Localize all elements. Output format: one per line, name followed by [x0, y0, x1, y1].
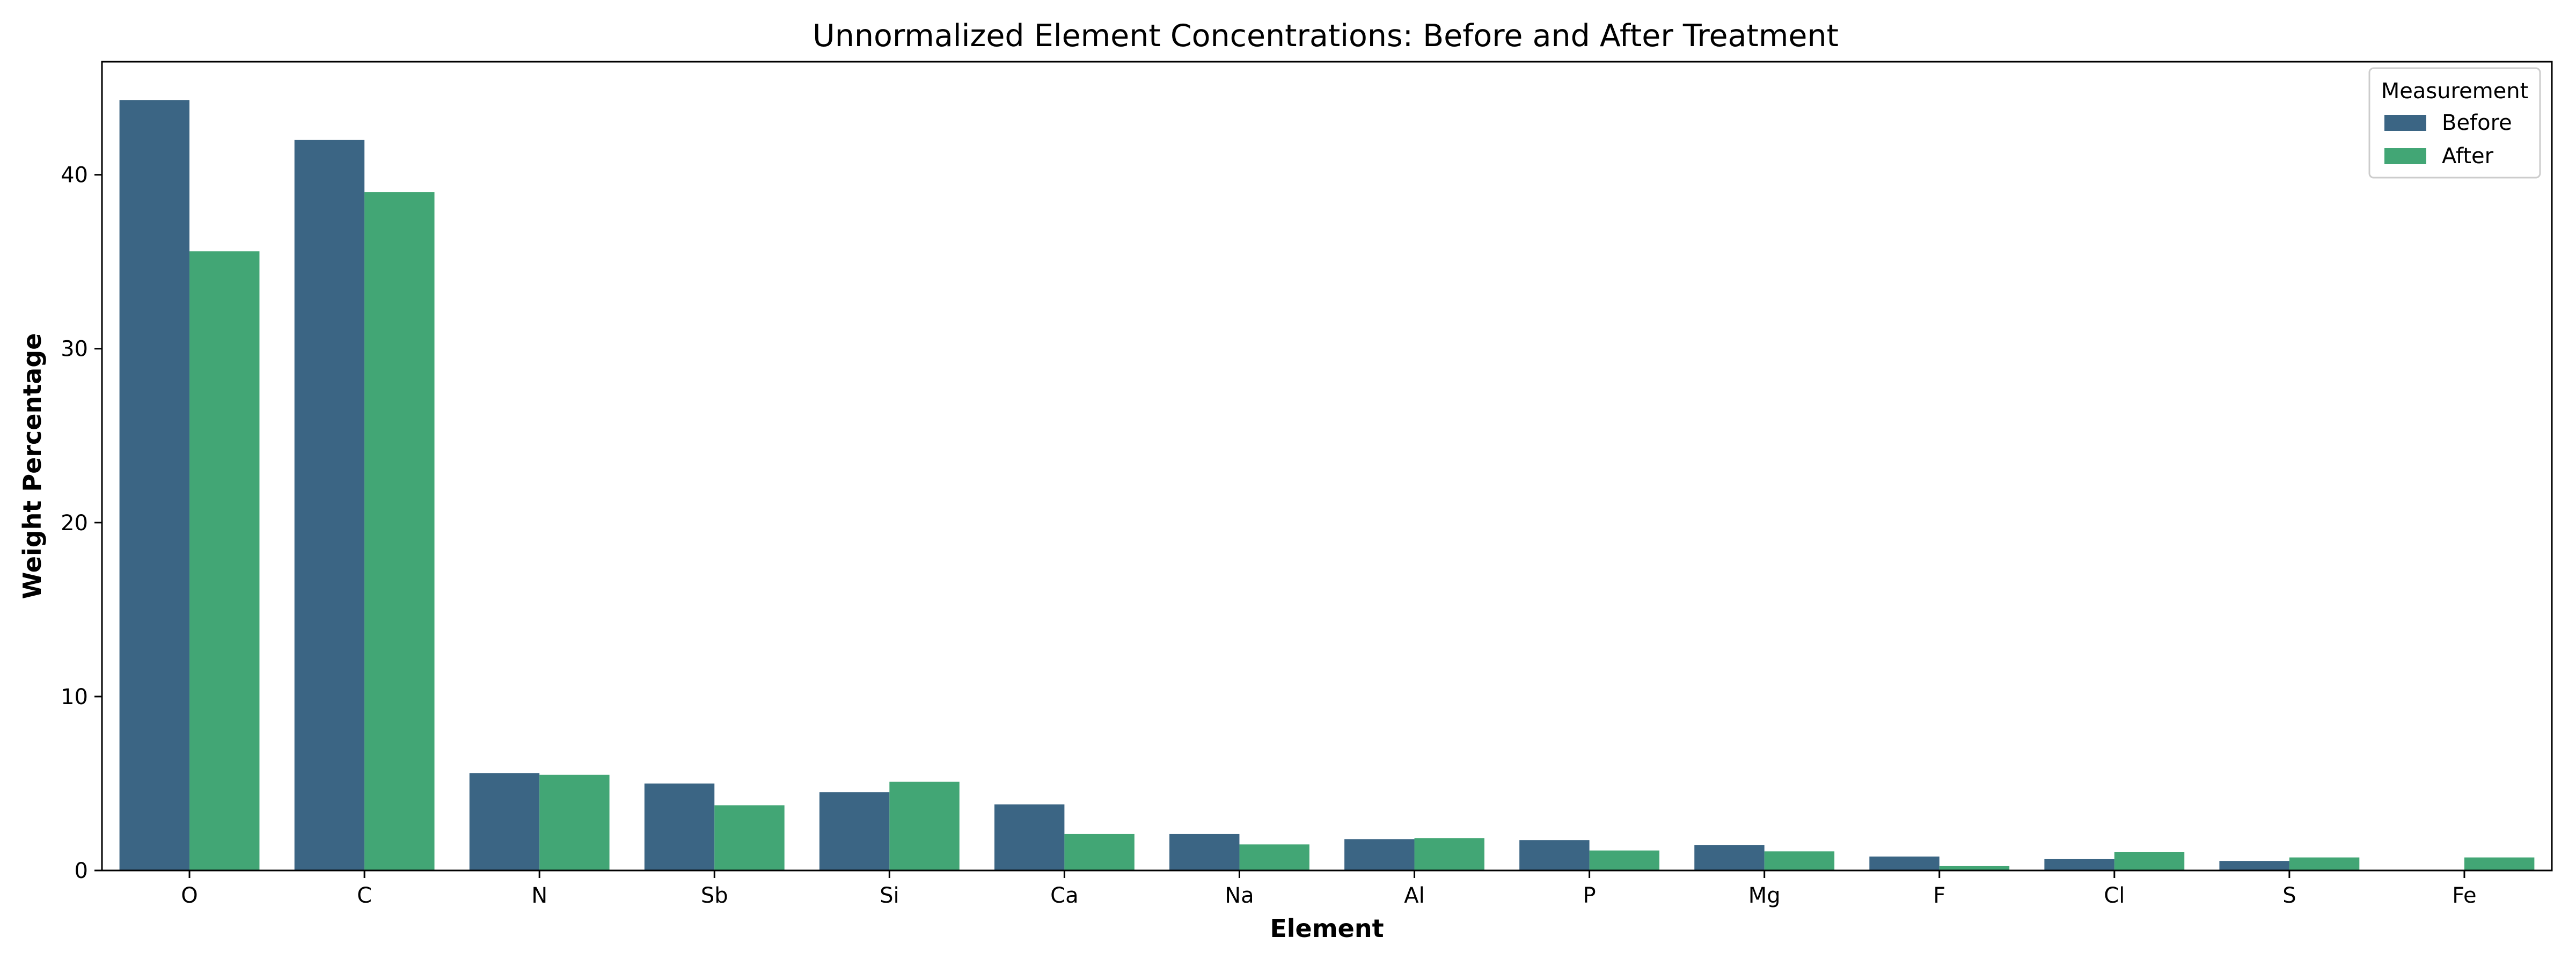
x-tick-label: C [357, 883, 372, 908]
x-tick-label: O [181, 883, 197, 908]
bar-before-c [294, 140, 365, 870]
x-tick-label: Si [880, 883, 899, 908]
y-tick-label: 30 [61, 337, 88, 362]
bar-after-c [364, 192, 435, 871]
x-tick-label: Mg [1748, 883, 1781, 908]
x-tick-label: F [1933, 883, 1945, 908]
y-tick-label: 40 [61, 163, 88, 188]
x-tick-label: Cl [2104, 883, 2125, 908]
bar-after-sb [714, 805, 785, 870]
bar-before-cl [2044, 859, 2114, 870]
bar-before-na [1169, 833, 1240, 870]
bar-before-al [1344, 839, 1415, 870]
bar-before-p [1519, 840, 1590, 870]
legend-items: Before After [2384, 111, 2512, 169]
bar-after-al [1414, 838, 1484, 870]
x-tick-label: Fe [2452, 883, 2476, 908]
bar-before-o [119, 100, 190, 870]
y-tick-label: 0 [75, 859, 88, 883]
bar-before-ca [994, 804, 1065, 870]
x-tick-label: S [2282, 883, 2296, 908]
bar-before-s [2219, 861, 2289, 870]
x-tick-label: Al [1404, 883, 1424, 908]
bar-after-n [539, 774, 610, 870]
legend-label-before: Before [2442, 111, 2512, 135]
x-tick-label: Na [1225, 883, 1254, 908]
chart-title: Unnormalized Element Concentrations: Bef… [813, 18, 1839, 54]
bar-after-f [1939, 866, 2010, 870]
bars-group [119, 100, 2535, 871]
x-tick-label: Sb [701, 883, 728, 908]
bar-after-cl [2114, 852, 2185, 870]
bar-after-o [189, 251, 260, 870]
bar-before-mg [1694, 845, 1765, 870]
y-axis-ticks: 0 10 20 30 40 [61, 163, 102, 883]
bar-after-s [2289, 857, 2360, 870]
legend-label-after: After [2442, 144, 2494, 169]
bar-before-si [819, 792, 890, 870]
x-axis-ticks: O C N Sb Si Ca Na Al P Mg F Cl S Fe [181, 870, 2477, 908]
plot-frame [101, 61, 2553, 872]
x-tick-label: P [1583, 883, 1596, 908]
bar-after-mg [1764, 851, 1835, 870]
legend-swatch-before [2384, 115, 2426, 131]
y-tick-label: 20 [61, 511, 88, 536]
bar-after-si [889, 781, 960, 870]
x-tick-label: Ca [1050, 883, 1078, 908]
bar-after-p [1589, 850, 1660, 870]
bar-before-sb [644, 783, 715, 870]
bar-before-n [469, 773, 540, 870]
legend: Measurement Before After [2368, 67, 2541, 179]
x-axis-label: Element [1270, 914, 1384, 943]
bar-before-f [1869, 857, 1940, 870]
y-tick-label: 10 [61, 685, 88, 709]
bar-after-fe [2464, 857, 2535, 870]
x-tick-label: N [531, 883, 547, 908]
y-axis-label: Weight Percentage [18, 333, 47, 599]
bar-after-na [1239, 844, 1309, 870]
legend-title: Measurement [2381, 79, 2529, 104]
legend-swatch-after [2384, 148, 2426, 164]
bar-after-ca [1064, 833, 1135, 870]
